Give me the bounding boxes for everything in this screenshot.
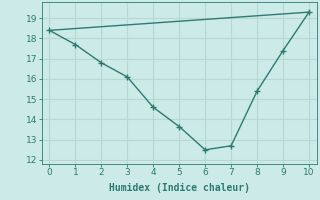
X-axis label: Humidex (Indice chaleur): Humidex (Indice chaleur) bbox=[109, 183, 250, 193]
